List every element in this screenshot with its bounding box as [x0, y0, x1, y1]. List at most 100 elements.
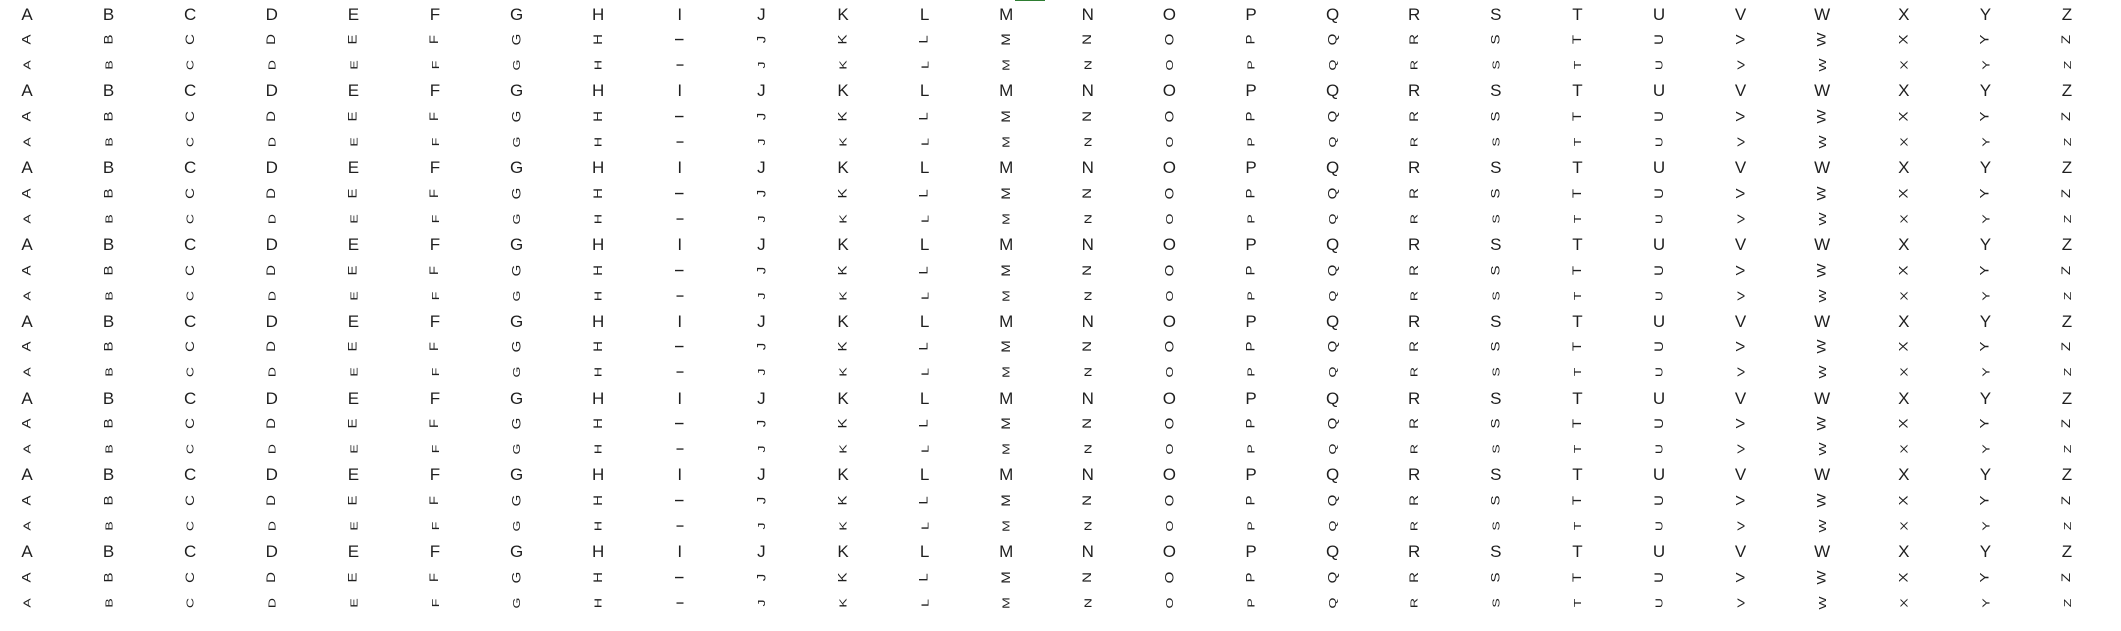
letter-cell-c-2[interactable]: C: [170, 27, 210, 53]
letter-cell-o-10[interactable]: O: [1149, 231, 1189, 257]
letter-cell-y-24[interactable]: Y: [1965, 590, 2005, 616]
letter-cell-r-15[interactable]: R: [1394, 359, 1434, 385]
letter-cell-o-21[interactable]: O: [1149, 513, 1189, 539]
letter-cell-y-10[interactable]: Y: [1965, 231, 2005, 257]
letter-cell-h-4[interactable]: H: [578, 78, 618, 104]
letter-cell-y-22[interactable]: Y: [1965, 539, 2005, 565]
letter-cell-n-21[interactable]: N: [1068, 513, 1108, 539]
letter-cell-q-16[interactable]: Q: [1313, 385, 1353, 411]
letter-cell-s-7[interactable]: S: [1476, 155, 1516, 181]
letter-cell-x-14[interactable]: X: [1884, 334, 1924, 360]
letter-cell-h-15[interactable]: H: [578, 359, 618, 385]
letter-cell-b-12[interactable]: B: [89, 283, 129, 309]
letter-cell-s-13[interactable]: S: [1476, 308, 1516, 334]
letter-cell-y-14[interactable]: Y: [1965, 334, 2005, 360]
letter-cell-s-19[interactable]: S: [1476, 462, 1516, 488]
letter-cell-k-8[interactable]: K: [823, 180, 863, 206]
letter-cell-k-11[interactable]: K: [823, 257, 863, 283]
letter-cell-j-14[interactable]: J: [741, 334, 781, 360]
letter-cell-g-10[interactable]: G: [497, 231, 537, 257]
letter-cell-h-10[interactable]: H: [578, 231, 618, 257]
letter-cell-s-17[interactable]: S: [1476, 411, 1516, 437]
letter-cell-z-21[interactable]: Z: [2047, 513, 2087, 539]
letter-cell-r-7[interactable]: R: [1394, 155, 1434, 181]
letter-cell-w-1[interactable]: W: [1802, 1, 1842, 27]
letter-cell-o-1[interactable]: O: [1149, 1, 1189, 27]
letter-cell-f-18[interactable]: F: [415, 436, 455, 462]
letter-cell-w-13[interactable]: W: [1802, 308, 1842, 334]
letter-cell-r-13[interactable]: R: [1394, 308, 1434, 334]
letter-cell-d-20[interactable]: D: [252, 487, 292, 513]
letter-cell-j-23[interactable]: J: [741, 564, 781, 590]
letter-cell-e-4[interactable]: E: [333, 78, 373, 104]
letter-cell-b-16[interactable]: B: [89, 385, 129, 411]
letter-cell-q-10[interactable]: Q: [1313, 231, 1353, 257]
letter-cell-u-2[interactable]: U: [1639, 27, 1679, 53]
letter-cell-v-24[interactable]: V: [1721, 590, 1761, 616]
letter-cell-g-13[interactable]: G: [497, 308, 537, 334]
letter-cell-g-18[interactable]: G: [497, 436, 537, 462]
letter-cell-w-2[interactable]: W: [1802, 27, 1842, 53]
letter-cell-w-4[interactable]: W: [1802, 78, 1842, 104]
letter-cell-m-1[interactable]: M: [986, 1, 1026, 27]
letter-cell-q-6[interactable]: Q: [1313, 129, 1353, 155]
letter-cell-v-22[interactable]: V: [1721, 539, 1761, 565]
letter-cell-r-23[interactable]: R: [1394, 564, 1434, 590]
letter-cell-d-19[interactable]: D: [252, 462, 292, 488]
letter-cell-w-23[interactable]: W: [1802, 564, 1842, 590]
letter-cell-m-11[interactable]: M: [986, 257, 1026, 283]
letter-cell-v-19[interactable]: V: [1721, 462, 1761, 488]
letter-cell-a-2[interactable]: A: [7, 27, 47, 53]
letter-cell-y-4[interactable]: Y: [1965, 78, 2005, 104]
letter-cell-a-12[interactable]: A: [7, 283, 47, 309]
letter-cell-x-5[interactable]: X: [1884, 103, 1924, 129]
letter-cell-k-14[interactable]: K: [823, 334, 863, 360]
letter-cell-h-1[interactable]: H: [578, 1, 618, 27]
letter-cell-z-13[interactable]: Z: [2047, 308, 2087, 334]
letter-cell-g-14[interactable]: G: [497, 334, 537, 360]
letter-cell-v-18[interactable]: V: [1721, 436, 1761, 462]
letter-cell-c-7[interactable]: C: [170, 155, 210, 181]
letter-cell-i-8[interactable]: I: [660, 180, 700, 206]
letter-cell-j-19[interactable]: J: [741, 462, 781, 488]
letter-cell-l-15[interactable]: L: [905, 359, 945, 385]
letter-cell-e-6[interactable]: E: [333, 129, 373, 155]
letter-cell-s-24[interactable]: S: [1476, 590, 1516, 616]
letter-cell-f-24[interactable]: F: [415, 590, 455, 616]
letter-cell-q-4[interactable]: Q: [1313, 78, 1353, 104]
letter-cell-x-15[interactable]: X: [1884, 359, 1924, 385]
letter-cell-l-20[interactable]: L: [905, 487, 945, 513]
letter-cell-k-24[interactable]: K: [823, 590, 863, 616]
letter-cell-e-9[interactable]: E: [333, 206, 373, 232]
letter-cell-g-4[interactable]: G: [497, 78, 537, 104]
letter-cell-e-18[interactable]: E: [333, 436, 373, 462]
letter-cell-v-8[interactable]: V: [1721, 180, 1761, 206]
letter-cell-y-9[interactable]: Y: [1965, 206, 2005, 232]
letter-cell-f-23[interactable]: F: [415, 564, 455, 590]
letter-cell-j-16[interactable]: J: [741, 385, 781, 411]
letter-cell-k-3[interactable]: K: [823, 52, 863, 78]
letter-cell-i-2[interactable]: I: [660, 27, 700, 53]
letter-cell-b-20[interactable]: B: [89, 487, 129, 513]
letter-cell-j-21[interactable]: J: [741, 513, 781, 539]
letter-cell-l-24[interactable]: L: [905, 590, 945, 616]
letter-cell-k-16[interactable]: K: [823, 385, 863, 411]
letter-cell-y-5[interactable]: Y: [1965, 103, 2005, 129]
letter-cell-m-18[interactable]: M: [986, 436, 1026, 462]
letter-cell-v-14[interactable]: V: [1721, 334, 1761, 360]
letter-cell-n-12[interactable]: N: [1068, 283, 1108, 309]
letter-cell-z-16[interactable]: Z: [2047, 385, 2087, 411]
letter-cell-e-3[interactable]: E: [333, 52, 373, 78]
letter-cell-p-24[interactable]: P: [1231, 590, 1271, 616]
letter-cell-n-24[interactable]: N: [1068, 590, 1108, 616]
letter-cell-m-12[interactable]: M: [986, 283, 1026, 309]
letter-cell-t-19[interactable]: T: [1557, 462, 1597, 488]
letter-cell-t-21[interactable]: T: [1557, 513, 1597, 539]
letter-cell-i-3[interactable]: I: [660, 52, 700, 78]
letter-cell-k-2[interactable]: K: [823, 27, 863, 53]
letter-cell-s-12[interactable]: S: [1476, 283, 1516, 309]
letter-cell-i-12[interactable]: I: [660, 283, 700, 309]
letter-cell-d-18[interactable]: D: [252, 436, 292, 462]
letter-cell-f-21[interactable]: F: [415, 513, 455, 539]
letter-cell-m-9[interactable]: M: [986, 206, 1026, 232]
